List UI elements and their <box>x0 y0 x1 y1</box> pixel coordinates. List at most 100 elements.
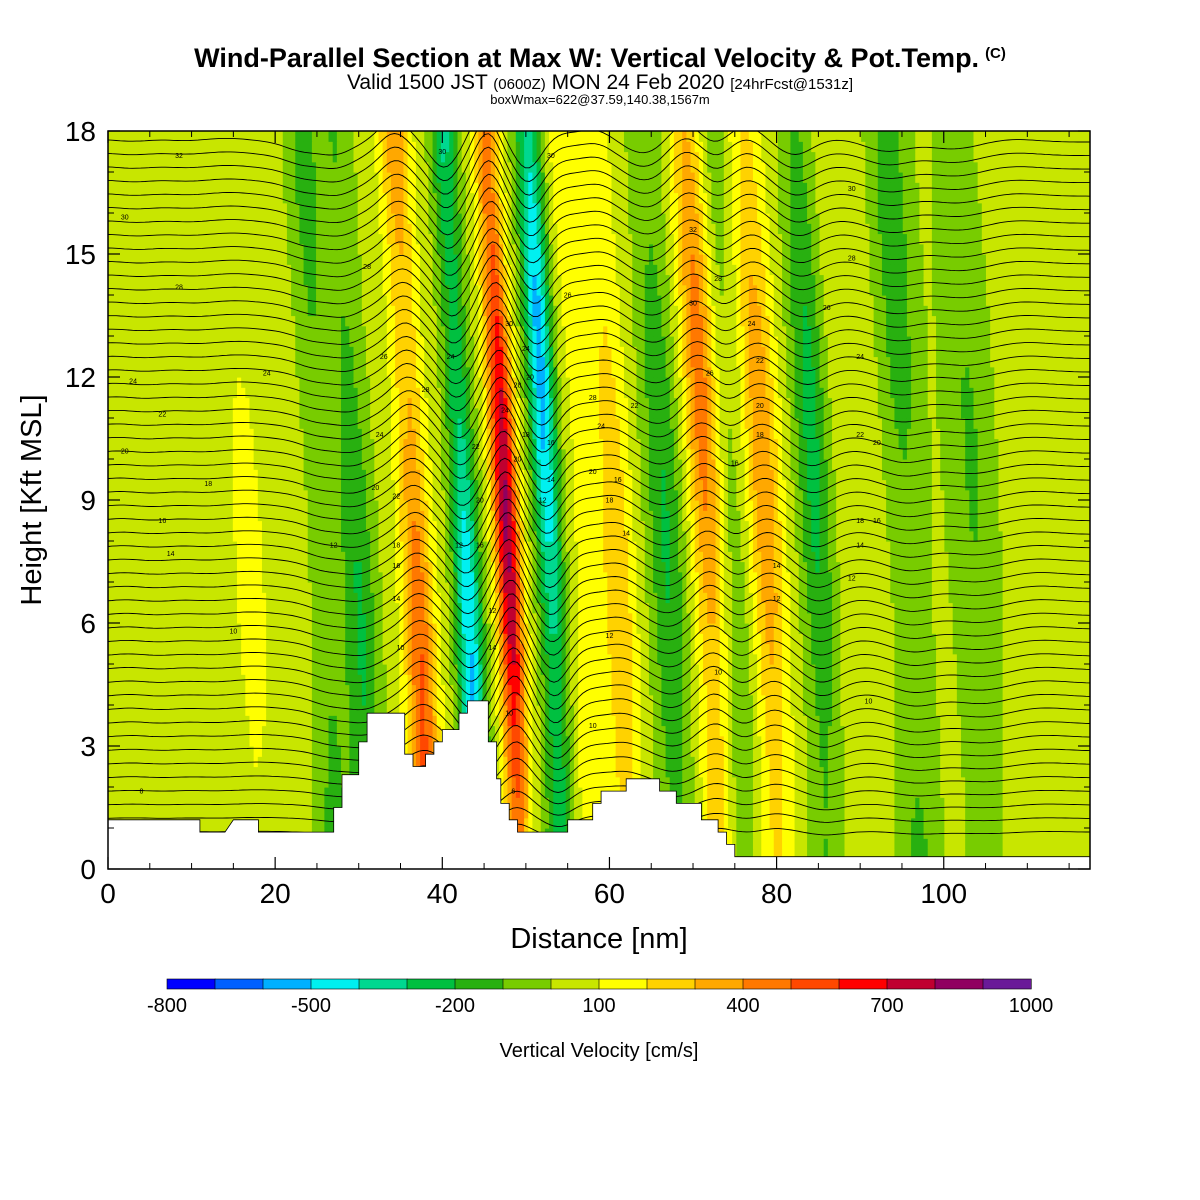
field-cell <box>1085 705 1090 716</box>
field-cell <box>711 776 717 788</box>
field-cell <box>890 694 896 706</box>
field-cell <box>253 664 259 675</box>
field-cell <box>998 664 1004 675</box>
field-cell <box>873 797 879 809</box>
field-cell <box>1085 828 1090 839</box>
field-cell <box>578 725 583 737</box>
field-cell <box>811 787 816 798</box>
field-cell <box>807 766 812 778</box>
field-cell <box>1056 735 1062 747</box>
field-cell <box>973 653 979 665</box>
field-cell <box>869 674 875 686</box>
field-cell <box>1048 705 1054 716</box>
field-cell <box>653 664 658 675</box>
field-cell <box>187 787 192 798</box>
field-cell <box>794 694 800 706</box>
field-cell <box>927 674 933 686</box>
field-cell <box>923 705 929 716</box>
field-cell <box>569 674 575 686</box>
field-cell <box>1065 828 1070 839</box>
field-cell <box>503 766 509 778</box>
field-cell <box>578 715 583 727</box>
field-cell <box>948 674 954 686</box>
field-cell <box>823 694 829 706</box>
field-cell <box>819 735 825 747</box>
field-cell <box>790 725 796 737</box>
field-cell <box>732 725 737 737</box>
field-cell <box>511 694 517 706</box>
field-cell <box>116 674 122 686</box>
field-cell <box>761 776 767 788</box>
field-cell <box>411 684 417 696</box>
field-cell <box>961 787 966 798</box>
field-cell <box>203 715 209 727</box>
field-cell <box>998 694 1004 706</box>
field-cell <box>557 756 563 768</box>
field-cell <box>703 674 708 686</box>
field-cell <box>773 746 779 757</box>
field-cell <box>278 694 284 706</box>
field-cell <box>1052 766 1058 778</box>
field-cell <box>137 725 142 737</box>
field-cell <box>128 735 134 747</box>
field-cell <box>108 756 113 768</box>
field-cell <box>108 705 113 716</box>
field-cell <box>948 766 954 778</box>
field-cell <box>270 787 276 798</box>
field-cell <box>212 787 217 798</box>
field-cell <box>166 715 172 727</box>
field-cell <box>295 664 301 675</box>
field-cell <box>461 694 467 706</box>
field-cell <box>145 684 151 696</box>
field-cell <box>270 807 276 819</box>
field-cell <box>694 735 700 747</box>
field-cell <box>116 787 122 798</box>
field-cell <box>182 715 188 727</box>
field-cell <box>694 684 700 696</box>
field-cell <box>852 715 858 727</box>
field-cell <box>203 725 209 737</box>
field-cell <box>673 776 679 788</box>
field-cell <box>940 787 945 798</box>
field-cell <box>1081 735 1087 747</box>
field-cell <box>411 653 417 665</box>
field-cell <box>848 776 854 788</box>
field-cell <box>727 838 733 850</box>
field-cell <box>553 766 558 778</box>
field-cell <box>865 746 871 757</box>
field-cell <box>112 776 117 788</box>
field-cell <box>378 684 384 696</box>
field-cell <box>998 684 1004 696</box>
field-cell <box>827 797 833 809</box>
field-cell <box>291 776 296 788</box>
field-cell <box>711 684 717 696</box>
field-cell <box>549 776 554 788</box>
field-cell <box>648 684 654 696</box>
field-cell <box>723 653 729 665</box>
field-cell <box>640 766 646 778</box>
field-cell <box>274 776 280 788</box>
field-cell <box>399 705 405 716</box>
field-cell <box>807 817 812 829</box>
field-cell <box>636 694 642 706</box>
field-cell <box>757 787 762 798</box>
field-cell <box>682 725 687 737</box>
field-cell <box>1069 817 1074 829</box>
field-cell <box>166 705 172 716</box>
field-cell <box>723 684 729 696</box>
field-cell <box>116 807 122 819</box>
field-cell <box>149 756 155 768</box>
field-cell <box>286 715 292 727</box>
field-cell <box>948 705 954 716</box>
field-cell <box>578 797 583 809</box>
field-cell <box>232 684 238 696</box>
field-cell <box>574 756 579 768</box>
field-cell <box>578 694 583 706</box>
field-cell <box>723 756 729 768</box>
field-cell <box>540 725 546 737</box>
field-cell <box>794 715 800 727</box>
field-cell <box>149 725 155 737</box>
field-cell <box>798 705 804 716</box>
field-cell <box>844 725 850 737</box>
field-cell <box>236 643 242 655</box>
